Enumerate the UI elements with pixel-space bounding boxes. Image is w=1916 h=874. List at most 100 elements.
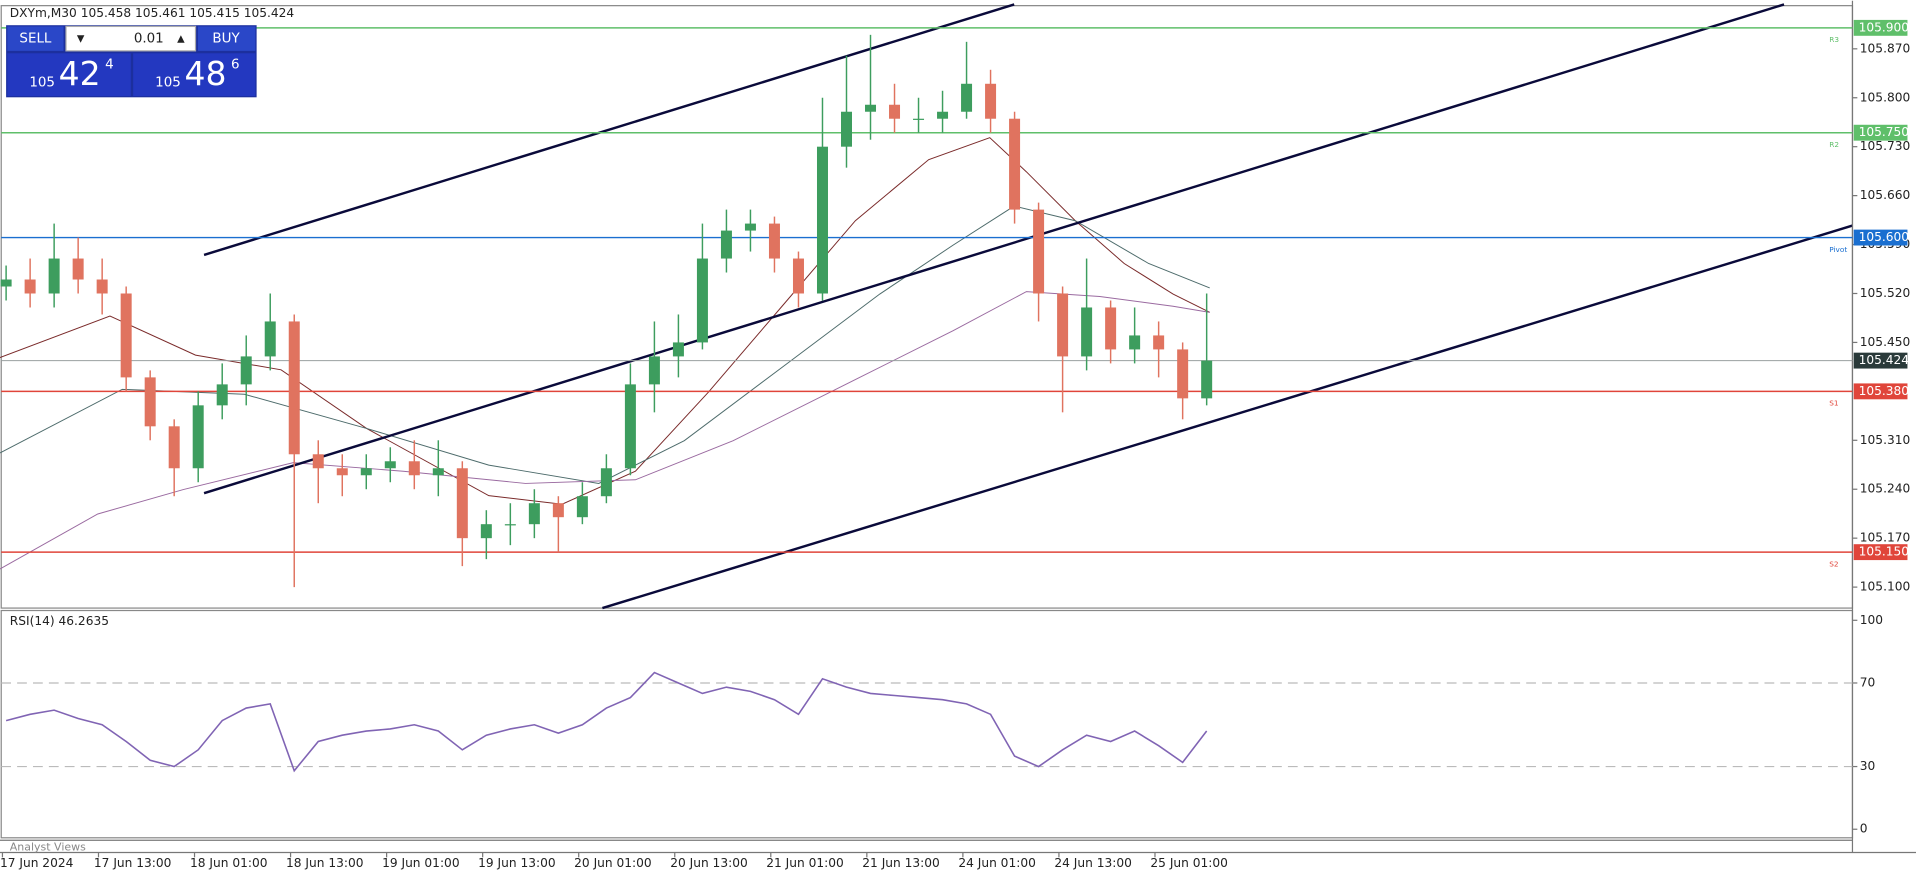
current-price-box [1853,352,1908,369]
candle-body [1105,307,1117,350]
rsi-y-tick-label: 70 [1860,675,1876,689]
candle-body [792,258,804,294]
ask-main: 48 [185,54,227,93]
candle-body [72,258,84,280]
candle-body [913,118,925,120]
ma-slow [0,291,1210,570]
bid-big: 105 [29,76,55,91]
candle-body [48,258,60,294]
candle-body [0,279,12,287]
channel-bottom[interactable] [602,224,1853,610]
bid-box[interactable] [7,53,131,97]
candle-body [480,524,492,539]
channel-top[interactable] [203,3,1015,257]
candle-body [865,104,877,112]
y-tick-label: 105.310 [1860,433,1910,447]
level-price: 105.750 [1859,125,1909,139]
level-tag: S2 [1829,559,1838,568]
rsi-y-tick-label: 30 [1860,759,1876,773]
sell-label: SELL [19,32,52,47]
sell-button[interactable] [7,26,64,51]
ask-box[interactable] [133,53,256,97]
candle-body [576,496,588,518]
candle-body [985,83,997,119]
x-tick-label: 25 Jun 01:00 [1150,856,1228,870]
candle-body [96,279,108,294]
y-tick-label: 105.450 [1860,335,1910,349]
bid-main: 42 [59,54,101,93]
candle-body [648,356,660,385]
volume-input[interactable] [65,25,197,52]
candle-body [408,461,420,476]
y-tick-label: 105.800 [1860,90,1910,104]
up-arrow[interactable]: ▲ [177,34,185,45]
candle-body [1009,118,1021,210]
candle-body [24,279,36,294]
y-tick-label: 105.730 [1860,139,1910,153]
y-tick-label: 105.660 [1860,188,1910,202]
candle-body [768,223,780,259]
candle-body [889,104,901,119]
candle-body [312,454,324,469]
volume: 0.01 [134,32,164,47]
level-price: 105.380 [1859,384,1909,398]
y-tick-label: 105.240 [1860,482,1910,496]
level-price-box [1853,229,1908,246]
level-price-box [1853,19,1908,36]
candle-body [744,223,756,231]
candle-body [1129,335,1141,350]
ma-fast [0,137,1210,505]
x-tick-label: 17 Jun 2024 [0,856,74,870]
level-tag: R2 [1829,140,1839,149]
candle-body [840,111,852,147]
candle-body [360,468,372,476]
y-tick-label: 105.520 [1860,286,1910,300]
candle-body [120,293,132,378]
candle-body [288,321,300,455]
candle-body [1201,360,1213,399]
y-tick-label: 105.100 [1860,580,1910,594]
ma-mid [0,205,1210,484]
candle-body [144,377,156,427]
buy-button[interactable] [197,26,256,51]
ask-big: 105 [155,76,181,91]
ask-small: 6 [231,57,240,72]
channel-middle[interactable] [203,3,1785,495]
candle-body [600,468,612,497]
x-tick-label: 20 Jun 01:00 [574,856,652,870]
trade-panel: SELL ▼ ▲ 0.01 BUY 105 42 4 105 48 6 [6,25,257,98]
ohlc: 105.458 105.461 105.415 105.424 [81,5,295,19]
footer-tab[interactable]: Analyst Views [10,841,86,854]
level-price-box [1853,124,1908,141]
x-tick-label: 21 Jun 01:00 [766,856,844,870]
rsi-y-tick-label: 0 [1860,822,1868,836]
down-arrow[interactable]: ▼ [77,34,85,45]
rsi-title: RSI(14) 46.2635 [10,614,109,628]
level-price: 105.900 [1859,20,1909,34]
candle-body [961,83,973,112]
candle-body [816,146,828,294]
candle-body [216,384,228,406]
level-price-box [1853,383,1908,400]
level-price-box [1853,544,1908,561]
candle-body [264,321,276,357]
candle-body [696,258,708,343]
chart-header: DXYm,M30 105.458 105.461 105.415 105.424 [10,5,295,19]
candle-body [624,384,636,469]
candle-body [1153,335,1165,350]
bid-small: 4 [105,57,114,72]
candle-body [937,111,949,119]
x-tick-label: 19 Jun 01:00 [382,856,460,870]
candle-body [192,405,204,469]
candle-body [168,426,180,469]
candle-body [528,503,540,525]
level-tag: S1 [1829,399,1838,408]
x-tick-label: 24 Jun 13:00 [1054,856,1132,870]
x-tick-label: 17 Jun 13:00 [94,856,172,870]
candle-body [456,468,468,539]
buy-label: BUY [212,32,240,47]
current-price: 105.424 [1859,353,1910,367]
candle-body [1033,209,1045,294]
